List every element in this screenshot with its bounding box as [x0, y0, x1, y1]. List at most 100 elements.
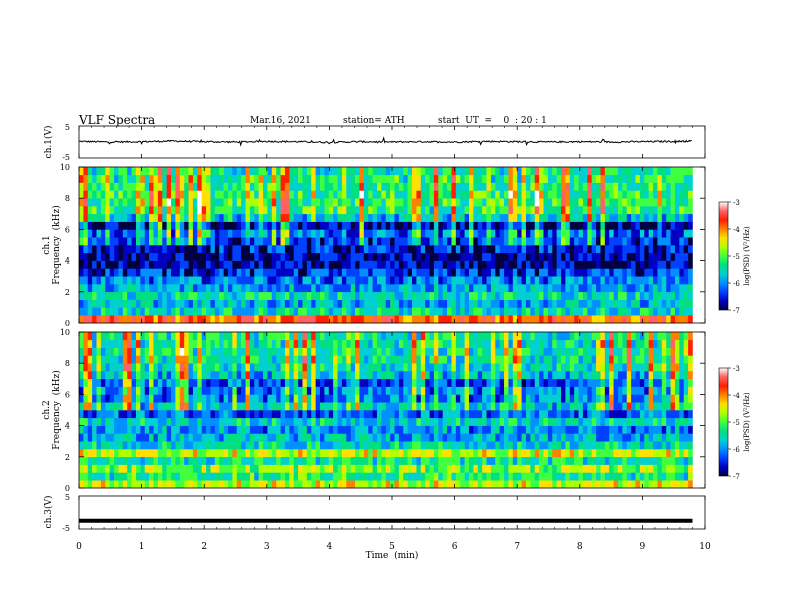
ch1-spectrogram-cell	[543, 315, 549, 324]
ch1-spectrogram-cell	[188, 276, 194, 285]
ch1-spectrogram-cell	[359, 307, 365, 316]
ch1-spectrogram-cell	[245, 213, 251, 222]
ch1-spectrogram-cell	[464, 206, 470, 215]
ch2-spectrogram-cell	[433, 472, 439, 481]
ch1-spectrogram-cell	[460, 284, 465, 293]
ch1-spectrogram-cell	[241, 167, 246, 176]
ch1-spectrogram-cell	[153, 198, 159, 207]
ch2-spectrogram-cell	[368, 417, 373, 426]
ch1-spectrogram-cell	[622, 167, 628, 176]
ch1-spectrogram-cell	[83, 299, 89, 308]
ch2-spectrogram-cell	[254, 371, 259, 380]
ch2-spectrogram-cell	[534, 425, 540, 434]
ch1-spectrogram-cell	[543, 167, 549, 176]
ch1-spectrogram-cell	[206, 260, 211, 269]
ch1-spectrogram-cell	[79, 229, 84, 238]
ch2-spectrogram-cell	[333, 402, 338, 411]
ch1-spectrogram-cell	[355, 174, 360, 183]
ch1-spectrogram-cell	[341, 260, 347, 269]
ch1-spectrogram-cell	[530, 268, 536, 277]
ch2-spectrogram-cell	[543, 394, 549, 403]
ch1-spectrogram-cell	[254, 213, 259, 222]
ch2-spectrogram-cell	[442, 464, 448, 473]
ch1-spectrogram-cell	[118, 307, 124, 316]
ch1-spectrogram-cell	[416, 245, 422, 254]
ch2-spectrogram-cell	[153, 363, 159, 372]
ch1-spectrogram-cell	[333, 182, 338, 191]
ch2-spectrogram-cell	[258, 433, 264, 442]
ch1-spectrogram-cell	[591, 174, 597, 183]
ch2-spectrogram-cell	[688, 378, 693, 387]
ch1-spectrogram-cell	[135, 268, 141, 277]
ch1-spectrogram-cell	[197, 213, 202, 222]
ch2-spectrogram-cell	[320, 371, 325, 380]
ch1-spectrogram-cell	[420, 221, 426, 230]
ch1-spectrogram-cell	[683, 315, 689, 324]
ch2-spectrogram-cell	[210, 363, 216, 372]
ch1-spectrogram-cell	[552, 245, 557, 254]
ch1-spectrogram-cell	[543, 182, 549, 191]
ch1-spectrogram-cell	[398, 315, 404, 324]
ch2-spectrogram-cell	[372, 402, 378, 411]
ch1-spectrogram-cell	[604, 198, 610, 207]
ch2-spectrogram-cell	[473, 472, 479, 481]
ch2-spectrogram-cell	[79, 472, 84, 481]
start-time-label: start UT = 0 : 20 : 1	[438, 116, 547, 126]
ch1-spectrogram-cell	[83, 229, 89, 238]
ch1-spectrogram-cell	[412, 252, 417, 261]
ch1-spectrogram-cell	[306, 182, 312, 191]
ch1-spectrogram-cell	[166, 245, 172, 254]
ch2-spectrogram-cell	[688, 456, 693, 465]
ch2-spectrogram-cell	[495, 441, 500, 450]
ch1-spectrogram-cell	[315, 167, 321, 176]
ch2-spectrogram-cell	[83, 386, 89, 395]
ch1-spectrogram-cell	[135, 206, 141, 215]
ch2-spectrogram-cell	[179, 363, 185, 372]
ch2-spectrogram-cell	[346, 417, 351, 426]
ch1-spectrogram-cell	[613, 167, 619, 176]
ch2-spectrogram-cell	[210, 480, 216, 489]
ch1-spectrogram-cell	[486, 307, 492, 316]
ch2-spectrogram-cell	[455, 472, 461, 481]
ch1-spectrogram-cell	[241, 198, 246, 207]
ch2-spectrogram-cell	[442, 441, 448, 450]
ch2-spectrogram-cell	[530, 394, 536, 403]
ch2-spectrogram-cell	[420, 394, 426, 403]
ch2-spectrogram-cell	[565, 480, 571, 489]
ch2-spectrogram-cell	[464, 394, 470, 403]
ch2-spectrogram-cell	[368, 386, 373, 395]
ch2-spectrogram-cell	[617, 410, 623, 419]
ch1-spectrogram-cell	[561, 276, 566, 285]
ch2-spectrogram-cell	[171, 441, 176, 450]
ch2-spectrogram-cell	[464, 425, 470, 434]
ch1-spectrogram-cell	[521, 221, 527, 230]
ch1-spectrogram-cell	[249, 198, 255, 207]
ch1-spectrogram-cell	[596, 307, 601, 316]
ch1-spectrogram-cell	[438, 213, 443, 222]
ch1-spectrogram-cell	[556, 229, 562, 238]
ch1-spectrogram-cell	[556, 182, 562, 191]
ch1-spectrogram-cell	[477, 276, 483, 285]
ch1-spectrogram-cell	[442, 252, 448, 261]
ch1-spectrogram-cell	[530, 276, 536, 285]
ch1-spectrogram-cell	[109, 174, 115, 183]
ch2-spectrogram-cell	[359, 456, 365, 465]
ch2-spectrogram-cell	[416, 480, 422, 489]
ch2-spectrogram-cell	[192, 386, 198, 395]
ch1-spectrogram-cell	[420, 291, 426, 300]
ch2-spectrogram-cell	[574, 386, 579, 395]
ch2-spectrogram-cell	[609, 378, 614, 387]
ch2-spectrogram-cell	[284, 480, 290, 489]
ch2-spectrogram-cell	[447, 472, 452, 481]
ch1-spectrogram-cell	[276, 315, 281, 324]
ch1-spectrogram-cell	[175, 276, 181, 285]
ch1-spectrogram-cell	[284, 276, 290, 285]
ch2-spectrogram-cell	[670, 402, 676, 411]
ch2-spectrogram-cell	[486, 410, 492, 419]
ch2-spectrogram-cell	[390, 371, 395, 380]
ch2-spectrogram-cell	[438, 464, 443, 473]
ch1-spectrogram-cell	[499, 167, 505, 176]
ch2-spectrogram-cell	[337, 417, 343, 426]
ch2-spectrogram-cell	[477, 417, 483, 426]
